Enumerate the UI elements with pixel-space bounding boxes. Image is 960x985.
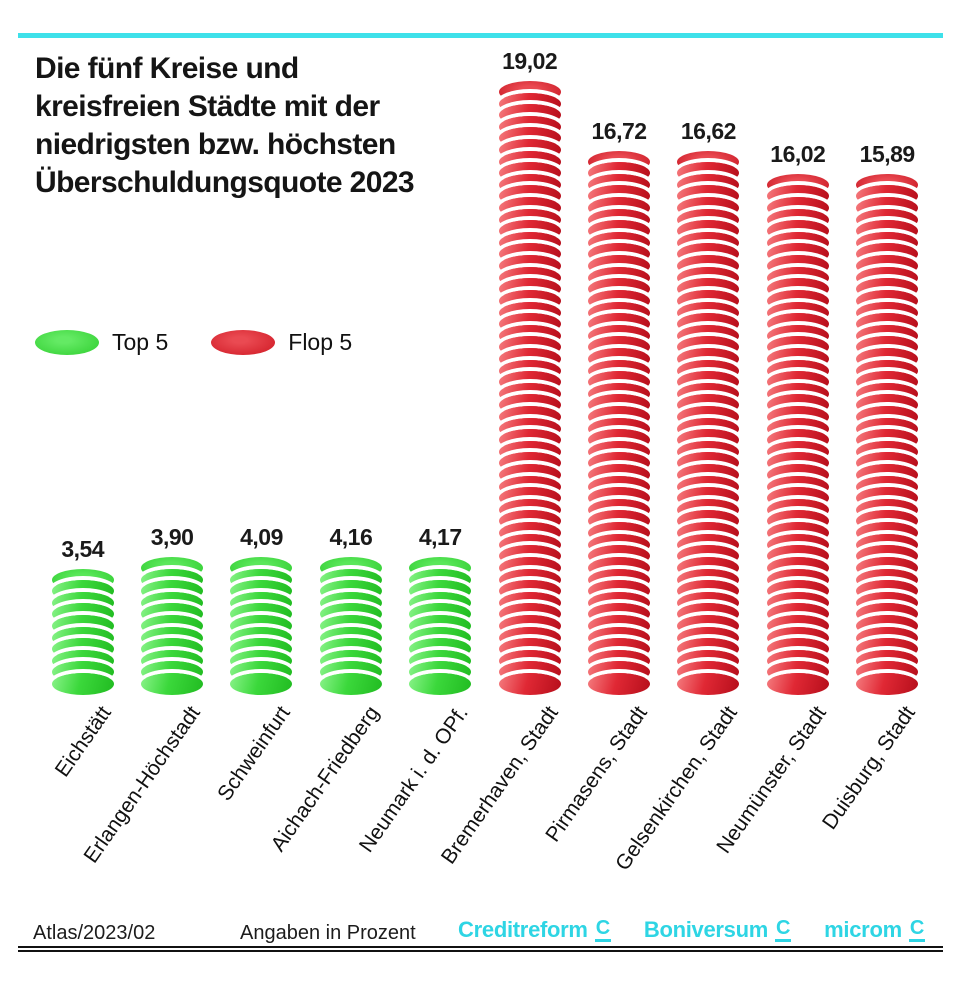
category-label: Neumark i. d. OPf.	[355, 702, 474, 857]
column-red-9: 15,89	[843, 141, 932, 695]
legend: Top 5 Flop 5	[35, 329, 395, 356]
category-label: Erlangen-Höchstadt	[79, 702, 205, 868]
value-label: 19,02	[502, 47, 558, 74]
category-label: Eichstätt	[50, 702, 116, 782]
coin	[409, 673, 472, 695]
coin-stack	[51, 568, 114, 695]
coin-stack	[498, 80, 561, 695]
value-label: 4,16	[329, 523, 373, 550]
coin-stack	[856, 173, 919, 695]
coin-stack	[319, 556, 382, 695]
category-label: Gelsenkirchen, Stadt	[610, 702, 742, 875]
legend-top5-label: Top 5	[112, 329, 169, 355]
value-label: 15,89	[859, 140, 916, 167]
coin-stack	[230, 556, 293, 695]
legend-top5-coin-icon	[35, 330, 99, 355]
column-green-3: 4,16	[306, 524, 395, 695]
coin	[677, 673, 740, 695]
coin	[588, 673, 651, 695]
page-title: Die fünf Kreise und kreisfreien Städte m…	[35, 50, 415, 202]
value-label: 3,90	[150, 523, 194, 550]
title-line: kreisfreien Städte mit der	[35, 90, 380, 124]
category-label: Duisburg, Stadt	[818, 702, 921, 834]
legend-flop5-label: Flop 5	[288, 329, 353, 355]
creditreform-logo-text: Creditreform	[458, 917, 588, 942]
microm-logo: microm C	[824, 917, 925, 943]
column-green-0: 3,54	[38, 536, 127, 695]
microm-c-icon: C	[908, 918, 925, 942]
value-label: 4,09	[240, 523, 283, 550]
title-line: Die fünf Kreise und	[35, 52, 299, 85]
chart-area: 3,54 3,90 4,09 4,16 4,17 19,02 16,72 16,62 16,02…	[0, 48, 960, 695]
coin	[230, 673, 293, 695]
column-red-7: 16,62	[664, 118, 753, 695]
microm-logo-text: microm	[824, 917, 902, 942]
column-green-4: 4,17	[396, 524, 485, 695]
coin	[141, 673, 204, 695]
creditreform-logo: Creditreform C	[458, 917, 611, 943]
title-line: niedrigsten bzw. höchsten	[35, 128, 396, 162]
coin	[856, 673, 919, 695]
coin	[319, 673, 382, 695]
category-label: Schweinfurt	[212, 702, 295, 806]
category-label: Neumünster, Stadt	[712, 702, 831, 858]
coin	[51, 673, 114, 695]
footer-logos: Creditreform C Boniversum C microm C	[425, 917, 925, 943]
category-label: Pirmasens, Stadt	[541, 702, 652, 847]
category-label: Aichach-Friedberg	[266, 702, 384, 856]
coin-stack	[141, 556, 204, 695]
title-line: Überschuldungsquote 2023	[35, 166, 415, 200]
coin-stack	[766, 173, 829, 695]
top-accent-rule	[18, 33, 943, 38]
column-red-8: 16,02	[753, 141, 842, 695]
coin	[498, 673, 561, 695]
column-red-6: 16,72	[574, 118, 663, 695]
value-label: 4,17	[418, 523, 462, 550]
column-green-1: 3,90	[127, 524, 216, 695]
coin-stack	[677, 150, 740, 695]
footer-source: Atlas/2023/02	[33, 922, 156, 944]
column-red-5: 19,02	[485, 48, 574, 695]
coin-stack	[588, 150, 651, 695]
boniversum-c-icon: C	[775, 918, 792, 942]
boniversum-logo-text: Boniversum	[643, 917, 769, 942]
creditreform-c-icon: C	[594, 918, 611, 942]
value-label: 3,54	[61, 535, 105, 562]
value-label: 16,62	[680, 117, 737, 144]
footer-rule	[18, 946, 943, 952]
column-green-2: 4,09	[217, 524, 306, 695]
value-label: 16,72	[591, 117, 648, 144]
category-label: Bremerhaven, Stadt	[436, 702, 563, 869]
boniversum-logo: Boniversum C	[643, 917, 792, 943]
footer-unit-note: Angaben in Prozent	[240, 922, 416, 944]
legend-flop5-coin-icon	[211, 330, 276, 355]
coin	[766, 673, 829, 695]
value-label: 16,02	[770, 140, 826, 167]
coin-stack	[409, 556, 472, 695]
